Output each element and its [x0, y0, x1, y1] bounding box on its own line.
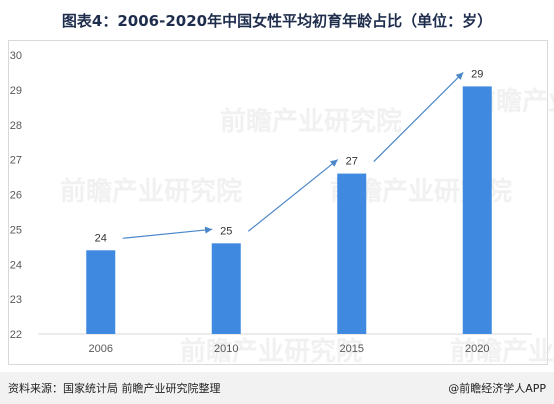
watermark-text: 前瞻产业研究院: [180, 336, 362, 367]
source-note: 资料来源：国家统计局 前瞻产业研究院整理: [8, 382, 221, 395]
x-tick-label: 2020: [465, 343, 489, 355]
watermark-text: 前瞻产业研究院: [220, 106, 402, 137]
footer: 资料来源：国家统计局 前瞻产业研究院整理 @前瞻经济学人APP: [0, 372, 554, 404]
y-tick-label: 28: [10, 120, 22, 132]
x-tick-label: 2010: [214, 343, 238, 355]
x-tick-label: 2015: [340, 343, 364, 355]
data-label: 27: [346, 156, 358, 168]
data-label: 25: [220, 225, 232, 237]
x-tick-label: 2006: [89, 343, 113, 355]
y-tick-label: 30: [10, 50, 22, 62]
bar-chart: 前瞻产业研究院前瞻产业研究院前瞻产业研究院前瞻产业研究院前瞻产业研究院前瞻产业研…: [10, 50, 554, 367]
plot-area: [8, 40, 548, 365]
bar: [86, 250, 116, 334]
y-tick-label: 27: [10, 155, 22, 167]
trend-arrow: [373, 71, 464, 163]
y-tick-label: 22: [10, 329, 22, 341]
brand-credit: @前瞻经济学人APP: [448, 382, 546, 395]
y-tick-label: 24: [10, 259, 22, 271]
bar: [462, 86, 492, 334]
watermark-text: 前瞻产业研究院: [450, 336, 554, 367]
data-label: 29: [471, 68, 483, 80]
y-tick-label: 26: [10, 190, 22, 202]
chart-title: 图表4：2006-2020年中国女性平均初育年龄占比（单位：岁）: [61, 12, 493, 30]
bar: [337, 173, 367, 334]
trend-arrow: [122, 226, 213, 239]
bar: [211, 243, 241, 334]
trend-arrow: [247, 159, 339, 232]
y-tick-label: 23: [10, 294, 22, 306]
watermark-text: 前瞻产业研究院: [60, 176, 242, 207]
y-tick-label: 25: [10, 224, 22, 236]
data-label: 24: [95, 232, 107, 244]
y-tick-label: 29: [10, 85, 22, 97]
